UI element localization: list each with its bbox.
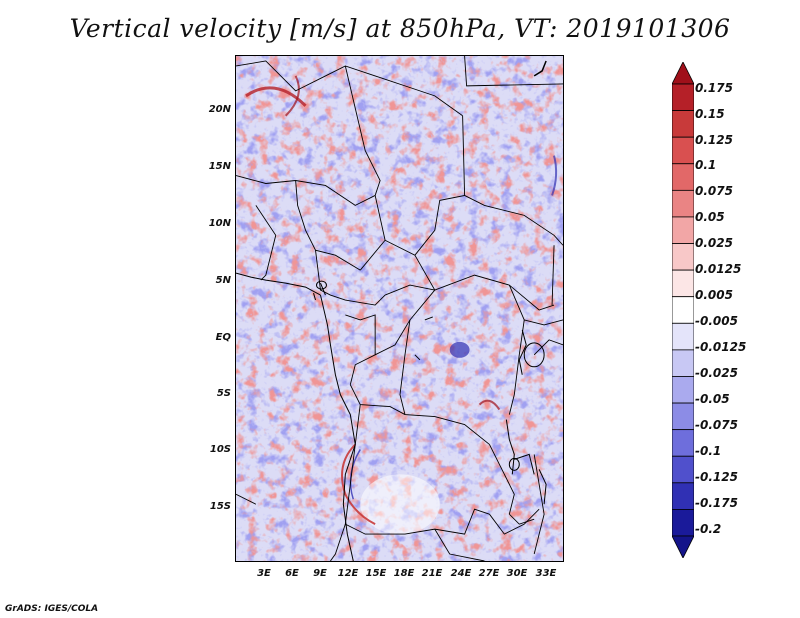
grads-credit: GrADS: IGES/COLA [5,604,99,614]
colorbar-label-11: -0.025 [695,366,738,380]
colorbar-swatch [672,376,694,404]
colorbar-swatch [672,62,694,85]
colorbar-label-9: -0.005 [695,314,738,328]
lon-label-6e: 6E [285,568,299,579]
lat-label-10s: 10S [209,444,231,455]
colorbar-swatch [672,110,694,138]
lat-label-15n: 15N [208,161,231,172]
colorbar-label-7: 0.0125 [695,262,742,276]
colorbar-swatch [672,136,694,165]
colorbar-label-5: 0.05 [695,210,725,224]
lat-label-15s: 15S [209,501,231,512]
colorbar-swatch [672,322,694,351]
lon-label-21e: 21E [421,568,443,579]
colorbar-label-1: 0.15 [695,107,725,121]
colorbar-swatch [672,402,694,431]
colorbar-label-14: -0.1 [695,444,722,458]
lat-label-10n: 10N [208,218,231,229]
lon-label-33e: 33E [535,568,557,579]
lat-label-5s: 5S [216,388,231,399]
colorbar-swatch [672,216,694,244]
colorbar-swatch [672,455,694,484]
colorbar-label-10: -0.0125 [695,340,747,354]
colorbar-label-15: -0.125 [695,470,738,484]
lat-label-20n: 20N [208,104,231,115]
colorbar-swatch [672,535,694,558]
map-panel [235,55,564,562]
lon-label-30e: 30E [506,568,528,579]
colorbar-label-2: 0.125 [695,133,733,147]
colorbar-label-17: -0.2 [695,522,722,536]
lon-label-9e: 9E [313,568,327,579]
colorbar-label-16: -0.175 [695,496,738,510]
colorbar-swatch [672,243,694,271]
lon-label-27e: 27E [478,568,500,579]
lon-label-18e: 18E [393,568,415,579]
colorbar-label-13: -0.075 [695,418,738,432]
colorbar-swatch [672,189,694,218]
colorbar-label-3: 0.1 [695,158,717,172]
lon-label-12e: 12E [337,568,359,579]
colorbar [672,62,694,558]
colorbar-swatch [672,83,694,111]
colorbar-swatch [672,509,694,537]
lat-label-eq: EQ [215,332,231,343]
lon-label-3e: 3E [257,568,271,579]
colorbar-label-4: 0.075 [695,184,733,198]
lon-label-24e: 24E [450,568,472,579]
colorbar-label-6: 0.025 [695,236,733,250]
colorbar-label-12: -0.05 [695,392,730,406]
colorbar-swatch [672,269,694,298]
lat-label-5n: 5N [215,275,231,286]
colorbar-label-0: 0.175 [695,81,733,95]
colorbar-swatch [672,482,694,510]
map-title: Vertical velocity [m/s] at 850hPa, VT: 2… [69,14,731,43]
colorbar-swatch [672,163,694,191]
lon-label-15e: 15E [365,568,387,579]
colorbar-swatch [672,296,694,324]
velocity-field [236,56,563,561]
colorbar-label-8: 0.005 [695,288,733,302]
colorbar-swatch [672,429,694,457]
colorbar-swatch [672,349,694,377]
